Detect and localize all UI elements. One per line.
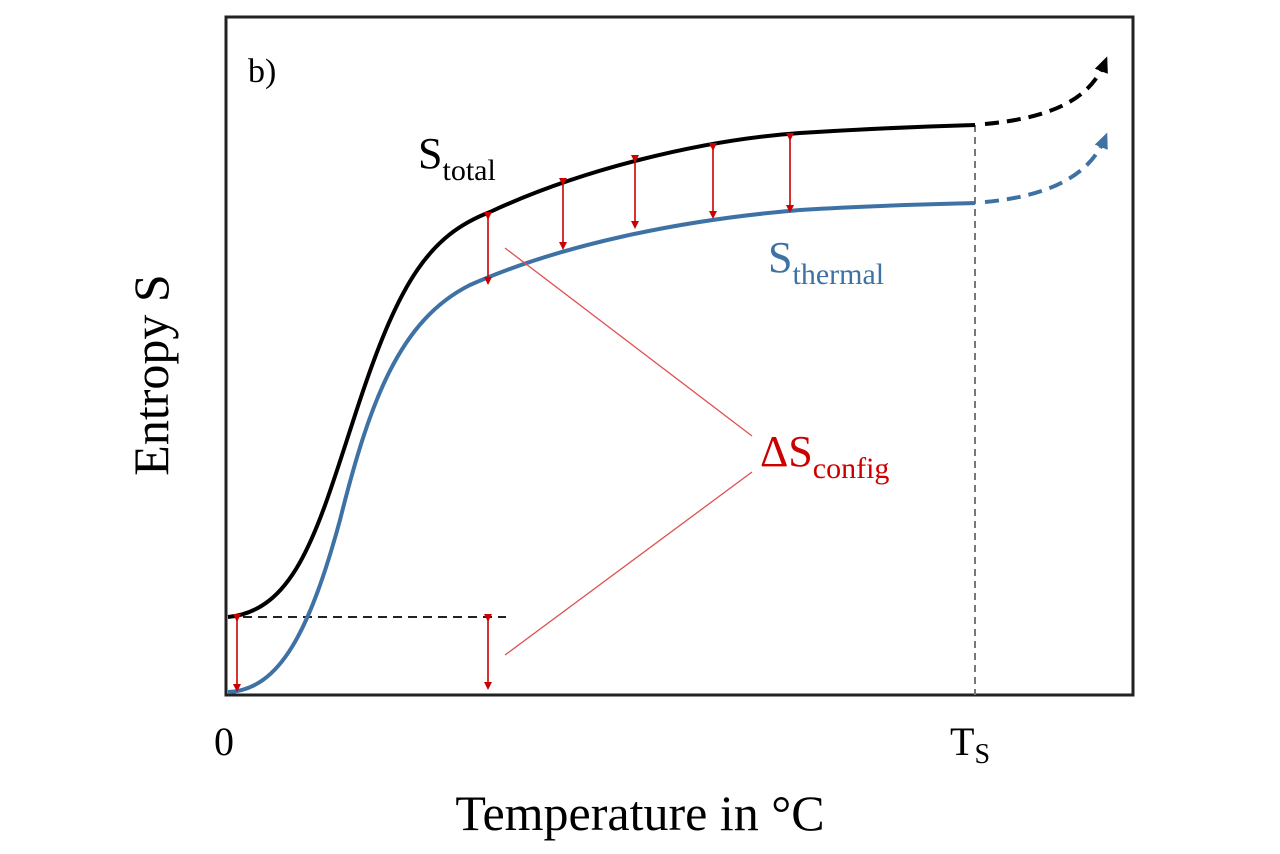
y-axis-label: Entropy S <box>123 274 179 475</box>
x-tick-origin: 0 <box>214 719 234 764</box>
x-tick-ts: TS <box>950 719 990 770</box>
x-axis-label: Temperature in °C <box>455 785 824 841</box>
s-thermal-extrapolation <box>984 132 1108 204</box>
delta-s-arrows <box>233 133 794 692</box>
annotation-leader-upper <box>504 247 753 437</box>
plot-frame <box>224 15 1135 697</box>
panel-label: b) <box>248 53 276 90</box>
delta-s-config-label: ΔSconfig <box>760 427 889 485</box>
s-thermal-label: Sthermal <box>768 233 884 291</box>
s-total-label: Stotal <box>418 129 496 187</box>
s-total-extrapolation <box>984 56 1108 126</box>
s-total-curve <box>227 123 976 619</box>
s-thermal-curve <box>227 201 976 694</box>
annotation-leader-lower <box>504 471 753 656</box>
